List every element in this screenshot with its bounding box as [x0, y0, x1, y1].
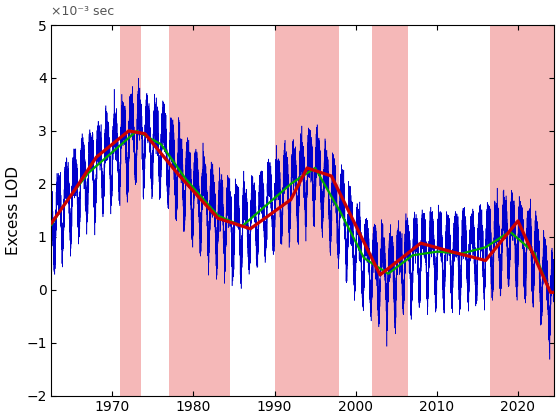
Bar	[372, 25, 408, 396]
Y-axis label: Excess LOD: Excess LOD	[6, 166, 21, 255]
Bar	[120, 25, 141, 396]
Text: ×10⁻³ sec: ×10⁻³ sec	[52, 5, 115, 18]
Bar	[169, 25, 230, 396]
Bar	[489, 25, 554, 396]
Bar	[274, 25, 339, 396]
